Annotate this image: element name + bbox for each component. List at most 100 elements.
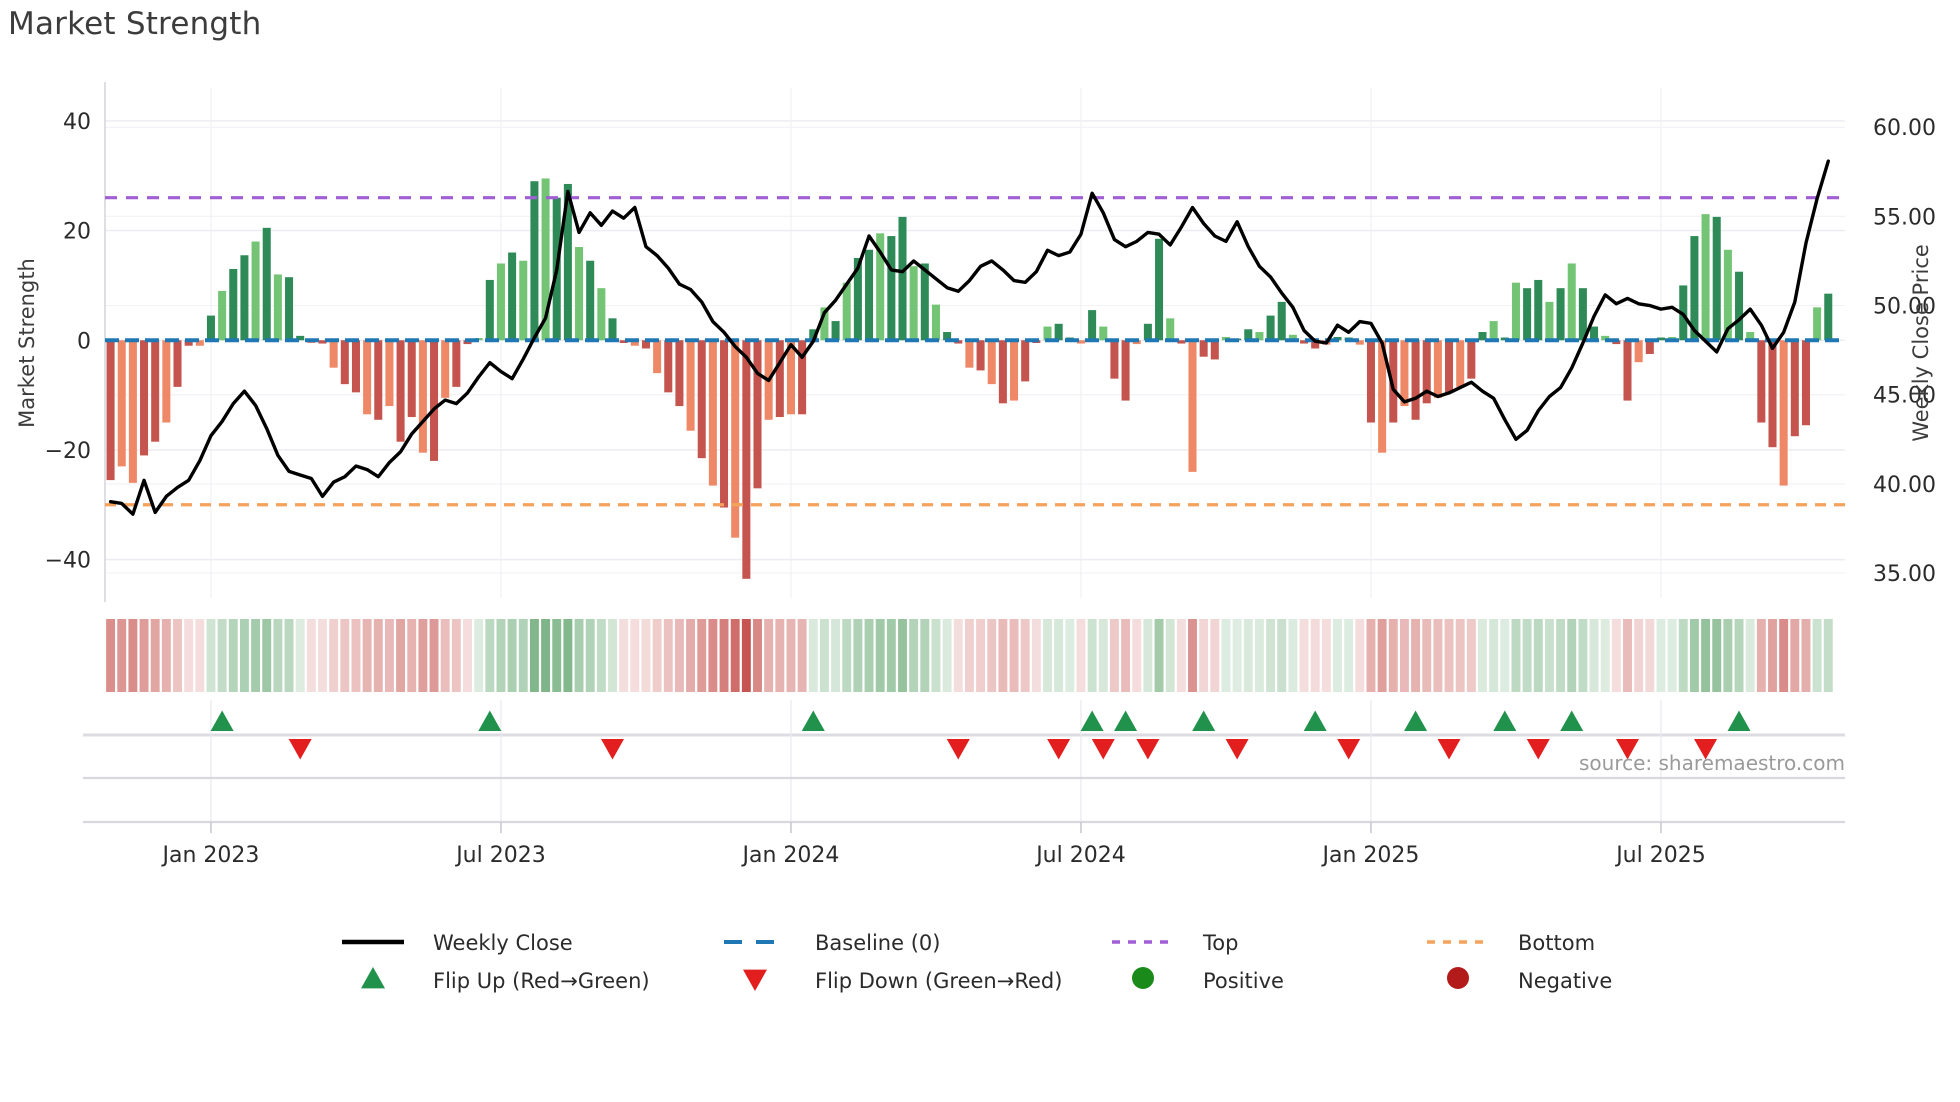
- bar: [508, 252, 517, 341]
- bar: [742, 340, 751, 579]
- heatmap-cell: [1634, 619, 1644, 692]
- heatmap-cell: [1511, 619, 1521, 692]
- heatmap-cell: [1567, 619, 1577, 692]
- bar: [708, 340, 717, 486]
- bar: [943, 332, 952, 341]
- heatmap-cell: [295, 619, 305, 692]
- bar: [1288, 334, 1297, 341]
- heatmap-cell: [1444, 619, 1454, 692]
- flip-down-marker: [601, 739, 624, 760]
- bar: [173, 340, 182, 387]
- flip-down-marker: [1437, 739, 1461, 760]
- bar: [530, 181, 539, 341]
- bar: [329, 340, 338, 368]
- heatmap-cell: [674, 619, 684, 692]
- bar: [1433, 340, 1442, 398]
- heatmap-cell: [318, 619, 327, 692]
- heatmap-cell: [585, 619, 595, 692]
- x-axis-tick-label: Jul 2023: [454, 843, 546, 868]
- bar: [351, 340, 360, 393]
- heatmap-cell: [329, 619, 339, 692]
- heatmap-cell: [340, 619, 350, 692]
- heatmap-cell: [139, 619, 149, 692]
- legend-label: Weekly Close: [433, 931, 573, 955]
- bar: [1489, 321, 1498, 341]
- heatmap-cell: [485, 619, 495, 692]
- bar: [1790, 340, 1799, 437]
- heatmap-cell: [1399, 619, 1409, 692]
- heatmap-cell: [1433, 619, 1443, 692]
- legend-label: Negative: [1518, 969, 1612, 993]
- x-axis-tick-label: Jul 2025: [1614, 843, 1706, 868]
- heatmap-cell: [1321, 619, 1331, 692]
- bar: [117, 340, 126, 467]
- heatmap-cell: [931, 619, 941, 692]
- heatmap-cell: [686, 619, 696, 692]
- bar: [151, 340, 160, 442]
- heatmap-cell: [909, 619, 919, 692]
- heatmap-cell: [1556, 619, 1566, 692]
- heatmap-cell: [630, 619, 640, 692]
- heatmap-cell: [1355, 619, 1365, 692]
- flip-down-marker: [1225, 739, 1249, 760]
- bar: [619, 340, 628, 343]
- bar: [1411, 340, 1420, 420]
- flip-up-marker: [1727, 710, 1751, 731]
- bar: [820, 307, 829, 341]
- heatmap-cell: [1734, 619, 1744, 692]
- heatmap-cell: [1745, 619, 1755, 692]
- heatmap-cell: [1188, 619, 1197, 692]
- heatmap-cell: [1489, 619, 1499, 692]
- heatmap-cell: [764, 619, 774, 692]
- bar: [1021, 340, 1030, 382]
- heatmap-cell: [128, 619, 138, 692]
- bar: [218, 290, 227, 341]
- heatmap-cell: [362, 619, 372, 692]
- bar: [385, 340, 394, 407]
- bar: [976, 340, 985, 371]
- bar: [1478, 332, 1487, 341]
- bar: [597, 288, 606, 341]
- heatmap-cell: [1656, 619, 1666, 692]
- flip-up-marker: [1192, 710, 1216, 731]
- bar: [876, 233, 885, 341]
- y2-axis-tick-label: 35.00: [1873, 562, 1936, 587]
- x-axis-tick-label: Jan 2024: [741, 843, 840, 868]
- bar: [1076, 340, 1085, 344]
- bar: [128, 340, 137, 483]
- x-axis-tick-label: Jan 2023: [161, 843, 260, 868]
- flip-up-marker: [1114, 710, 1138, 731]
- bar: [452, 340, 461, 387]
- bar: [987, 340, 996, 385]
- bar: [407, 340, 416, 418]
- bar: [396, 340, 405, 442]
- heatmap-cell: [507, 619, 517, 692]
- bar: [1121, 340, 1130, 401]
- heatmap-cell: [173, 619, 182, 692]
- bar: [1779, 340, 1788, 486]
- heatmap-cell: [384, 619, 394, 692]
- heatmap-cell: [1455, 619, 1465, 692]
- bar: [140, 340, 149, 456]
- heatmap-cell: [842, 619, 852, 692]
- heatmap-cell: [1333, 619, 1342, 692]
- flip-up-marker: [210, 710, 234, 731]
- heatmap-cell: [396, 619, 406, 692]
- flip-up-marker: [801, 710, 825, 731]
- heatmap-cell: [775, 619, 785, 692]
- bar: [1567, 263, 1576, 341]
- bar: [340, 340, 349, 385]
- heatmap-cell: [596, 619, 606, 692]
- heatmap-cell: [251, 619, 261, 692]
- bar: [1500, 337, 1509, 341]
- heatmap-cell: [1243, 619, 1253, 692]
- y2-axis-tick-label: 60.00: [1873, 116, 1936, 141]
- heatmap-cell: [1600, 619, 1610, 692]
- heatmap-cell: [831, 619, 841, 692]
- bar: [1511, 282, 1520, 341]
- y2-axis-tick-label: 50.00: [1873, 295, 1936, 320]
- heatmap-cell: [351, 619, 361, 692]
- heatmap-cell: [1310, 619, 1320, 692]
- bar: [441, 340, 450, 398]
- x-axis-tick-label: Jan 2025: [1321, 843, 1420, 868]
